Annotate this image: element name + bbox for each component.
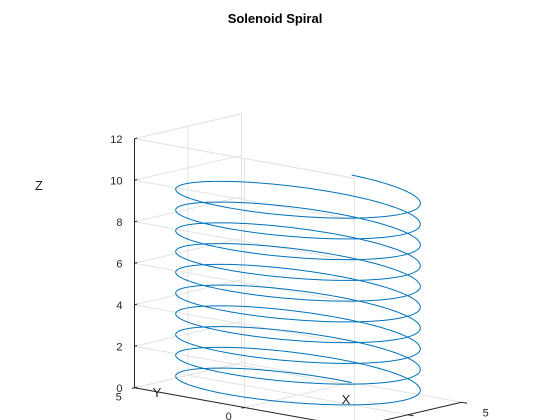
y-tick-mark <box>241 407 245 409</box>
x-axis-label: X <box>342 392 351 407</box>
x-tick-mark <box>461 401 468 404</box>
y-tick-label: 5 <box>116 391 122 403</box>
grid-line-floor-y <box>244 382 352 408</box>
z-tick-label: 8 <box>116 217 122 229</box>
x-tick-label: 5 <box>483 408 489 420</box>
grid-line-side-z <box>134 179 355 221</box>
z-tick-mark <box>134 386 138 389</box>
z-tick-mark <box>134 345 138 347</box>
chart-title: Solenoid Spiral <box>228 11 323 26</box>
grid-line-back-z <box>134 154 242 181</box>
z-tick-label: 4 <box>116 300 122 312</box>
z-tick-label: 0 <box>116 383 122 395</box>
y-axis-label: Y <box>153 385 162 400</box>
grid-line-back-z <box>134 362 242 389</box>
y-tick-label: 0 <box>226 411 232 420</box>
series-layer <box>175 174 421 406</box>
grid-line-back-z <box>134 196 242 223</box>
grid-line-side-z <box>134 262 355 304</box>
box-edge-top-back <box>134 113 242 140</box>
z-tick-label: 10 <box>110 175 122 187</box>
z-tick-mark <box>134 220 138 223</box>
z-tick-mark <box>134 137 138 140</box>
z-tick-mark <box>134 262 138 264</box>
z-tick-mark <box>134 179 138 181</box>
grid-line-back-z <box>134 279 242 306</box>
grid-line-back-z <box>134 320 242 347</box>
y-tick-mark <box>131 387 135 389</box>
grid-line-side-z <box>134 345 355 387</box>
x-tick-mark <box>407 414 414 417</box>
box-edge-top-side <box>134 138 355 179</box>
grid-line-side-z <box>134 221 355 262</box>
solenoid-spiral-line <box>175 174 421 406</box>
z-tick-label: 12 <box>110 134 122 146</box>
z-tick-mark <box>134 303 138 306</box>
grid-line-side-z <box>134 304 355 345</box>
z-axis-label: Z <box>35 178 43 193</box>
z-tick-label: 6 <box>116 258 122 270</box>
z-tick-label: 2 <box>116 341 122 353</box>
tick-marks <box>131 137 468 417</box>
grid-line-back-z <box>134 237 242 264</box>
